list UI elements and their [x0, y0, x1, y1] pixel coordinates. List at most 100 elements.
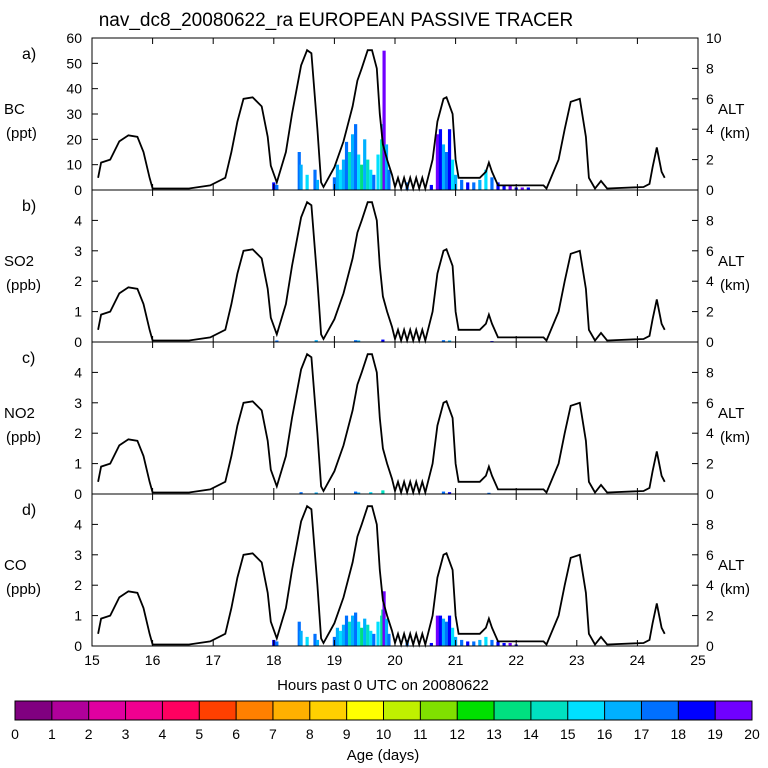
tracer-bar	[354, 491, 358, 494]
tracer-bar	[314, 492, 318, 494]
tracer-bar	[275, 184, 279, 190]
y2-tick-label: 4	[706, 577, 714, 593]
tracer-bar	[484, 169, 488, 190]
tracer-bar	[357, 621, 361, 646]
y2-tick-label: 6	[706, 91, 714, 107]
colorbar-cell	[236, 701, 274, 720]
colorbar-tick-label: 2	[85, 726, 93, 742]
tracer-bar	[344, 615, 349, 646]
panel-frame	[91, 493, 699, 647]
x-tick-label: 19	[327, 652, 343, 668]
y2-tick-label: 8	[706, 60, 714, 76]
tracer-bar	[314, 340, 318, 342]
tracer-bar	[387, 169, 391, 190]
tracer-bar	[313, 633, 317, 646]
panel-no2: 0 1 2 3 4 0 2 4 6 8 c) NO2 (ppb) ALT (km)	[4, 341, 750, 502]
altitude-line	[97, 504, 666, 648]
y2-tick-label: 0	[706, 486, 714, 502]
colorbar-cell	[604, 701, 642, 720]
tracer-bar	[347, 621, 352, 646]
tracer-bar	[466, 182, 470, 190]
colorbar-cell	[88, 701, 127, 720]
tracer-bar	[441, 340, 446, 342]
alt-label: ALT	[718, 253, 744, 270]
tracer-bar	[466, 641, 470, 646]
tracer-bar	[299, 164, 303, 190]
tracer-bar	[275, 340, 279, 342]
tracer-bar	[447, 340, 452, 342]
tracer-bar	[441, 491, 446, 494]
y-tick-label: 10	[66, 157, 82, 173]
tracer-bar	[335, 627, 340, 646]
colorbar-label: Age (days)	[347, 747, 420, 764]
panel-bc: 0 10 20 30 40 50 60 0 2 4 6 8 10 a) BC (ppt) ALT (km)	[4, 30, 750, 198]
altitude-line	[97, 352, 666, 496]
y-tick-label: 4	[74, 212, 82, 228]
colorbar-tick-label: 3	[122, 726, 130, 742]
y-tick-label: 1	[74, 608, 82, 624]
y2-tick-label: 2	[706, 608, 714, 624]
colorbar-tick-label: 19	[707, 726, 723, 742]
tracer-bar	[438, 615, 443, 646]
tracer-bar	[357, 154, 361, 190]
tracer-bar	[382, 50, 386, 190]
x-tick-label: 24	[630, 652, 646, 668]
colorbar-cell	[420, 701, 458, 720]
panel-frame	[91, 341, 699, 495]
y-tick-label: 2	[74, 273, 82, 289]
tracer-bar	[376, 621, 380, 646]
tracer-bar	[384, 618, 389, 646]
tracer-bar	[496, 641, 500, 646]
panel-letter: c)	[22, 350, 35, 367]
tracer-bar	[344, 141, 349, 190]
y2-tick-label: 8	[706, 364, 714, 380]
panels: 01020304050600246810a)BC(ppt)ALT(km)0123…	[4, 30, 750, 668]
tracer-bar	[487, 492, 491, 494]
tracer-bar	[332, 177, 336, 190]
colorbar-tick-label: 13	[486, 726, 502, 742]
y-tick-label: 2	[74, 425, 82, 441]
alt-label: ALT	[718, 101, 744, 118]
tracer-bar	[478, 639, 482, 646]
tracer-bar	[478, 179, 482, 190]
tracer-bar	[502, 642, 506, 646]
tracer-bar	[354, 612, 358, 646]
y2-tick-label: 4	[706, 121, 714, 137]
colorbar-cell	[199, 701, 237, 720]
y-tick-label: 0	[74, 486, 82, 502]
colorbar-cell	[715, 701, 753, 720]
colorbar-cell	[567, 701, 606, 720]
tracer-bar	[366, 159, 370, 190]
tracer-bar	[450, 159, 455, 190]
colorbar-tick-label: 20	[744, 726, 760, 742]
tracer-bar	[381, 490, 385, 494]
x-tick-label: 25	[690, 652, 706, 668]
y-tick-label: 1	[74, 456, 82, 472]
panel-frame	[91, 189, 699, 343]
colorbar-tick-label: 15	[560, 726, 576, 742]
colorbar-cell	[272, 701, 311, 720]
alt-unit-label: (km)	[720, 429, 750, 446]
tracer-bar	[357, 492, 361, 494]
colorbar-cell	[641, 701, 679, 720]
y2-tick-label: 8	[706, 212, 714, 228]
tracer-bar	[447, 129, 452, 190]
tracer-bar	[363, 618, 367, 646]
x-tick-label: 22	[508, 652, 524, 668]
species-label: BC	[4, 101, 25, 118]
tracer-bar	[347, 152, 352, 190]
alt-unit-label: (km)	[720, 277, 750, 294]
y-tick-label: 4	[74, 364, 82, 380]
panel-so2: 0 1 2 3 4 0 2 4 6 8 b) SO2 (ppb) ALT (km)	[4, 189, 750, 350]
x-tick-label: 18	[266, 652, 282, 668]
tracer-bar	[354, 124, 358, 190]
colorbar-tick-label: 7	[269, 726, 277, 742]
y-tick-label: 40	[66, 81, 82, 97]
colorbar-cell	[51, 701, 90, 720]
colorbar-tick-label: 4	[159, 726, 167, 742]
colorbar-cell	[678, 701, 716, 720]
tracer-bar	[338, 630, 343, 646]
tracer-bar	[444, 621, 449, 646]
species-label: NO2	[4, 405, 35, 422]
y2-tick-label: 8	[706, 516, 714, 532]
